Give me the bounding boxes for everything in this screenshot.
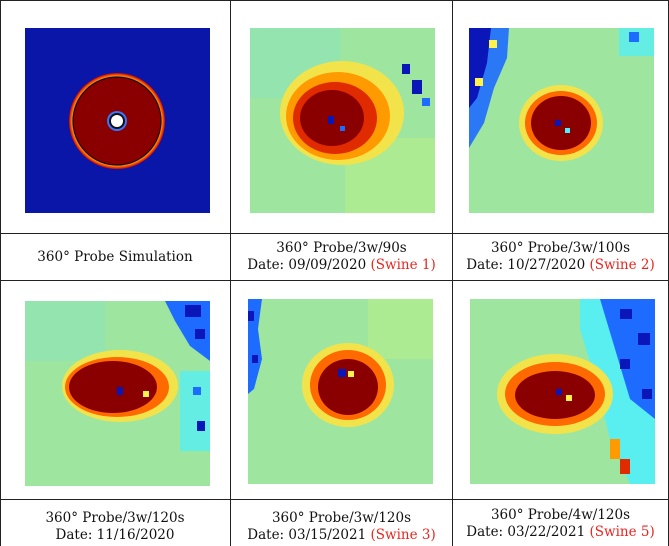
swine-label: (Swine 1) xyxy=(370,257,436,273)
column-divider xyxy=(230,0,231,546)
row-divider xyxy=(0,499,669,500)
heatmap-11-16-2020 xyxy=(25,301,210,486)
caption-swine-2: 360° Probe/3w/100s Date: 10/27/2020 (Swi… xyxy=(453,240,668,274)
caption-date: Date: 09/09/2020 xyxy=(247,257,367,273)
caption-line2: Date: 09/09/2020 (Swine 1) xyxy=(231,257,452,274)
caption-line1: 360° Probe/4w/120s xyxy=(490,507,631,523)
caption-date: Date: 03/15/2021 xyxy=(247,527,367,543)
caption-line2: Date: 03/22/2021 (Swine 5) xyxy=(453,524,668,541)
caption-date: Date: 03/22/2021 xyxy=(466,524,586,540)
heatmap-swine-2 xyxy=(469,28,654,213)
caption-swine-5: 360° Probe/4w/120s Date: 03/22/2021 (Swi… xyxy=(453,507,668,541)
heatmap-swine-3 xyxy=(248,299,433,484)
caption-line2: Date: 03/15/2021 (Swine 3) xyxy=(231,527,452,544)
swine-label: (Swine 5) xyxy=(589,524,655,540)
row-divider xyxy=(0,233,669,234)
column-divider xyxy=(452,0,453,546)
caption-line1: 360° Probe/3w/120s xyxy=(271,510,412,526)
caption-11-16-2020: 360° Probe/3w/120s Date: 11/16/2020 xyxy=(0,510,230,544)
caption-line2: Date: 10/27/2020 (Swine 2) xyxy=(453,257,668,274)
row-divider xyxy=(0,280,669,281)
swine-label: (Swine 3) xyxy=(370,527,436,543)
heatmap-swine-5 xyxy=(470,299,655,484)
caption-line1: 360° Probe/3w/100s xyxy=(490,240,631,256)
caption-date: Date: 11/16/2020 xyxy=(55,527,175,543)
caption-date: Date: 10/27/2020 xyxy=(466,257,586,273)
caption-swine-3: 360° Probe/3w/120s Date: 03/15/2021 (Swi… xyxy=(231,510,452,544)
caption-line1: 360° Probe Simulation xyxy=(37,249,193,265)
caption-line1: 360° Probe/3w/120s xyxy=(45,510,185,526)
caption-line1: 360° Probe/3w/90s xyxy=(276,240,407,256)
column-divider xyxy=(0,0,1,546)
heatmap-swine-1 xyxy=(250,28,435,213)
caption-simulation: 360° Probe Simulation xyxy=(0,249,230,266)
caption-swine-1: 360° Probe/3w/90s Date: 09/09/2020 (Swin… xyxy=(231,240,452,274)
simulation-image xyxy=(25,28,210,213)
table-border-top xyxy=(0,0,669,1)
swine-label: (Swine 2) xyxy=(589,257,655,273)
caption-line2: Date: 11/16/2020 xyxy=(0,527,230,544)
